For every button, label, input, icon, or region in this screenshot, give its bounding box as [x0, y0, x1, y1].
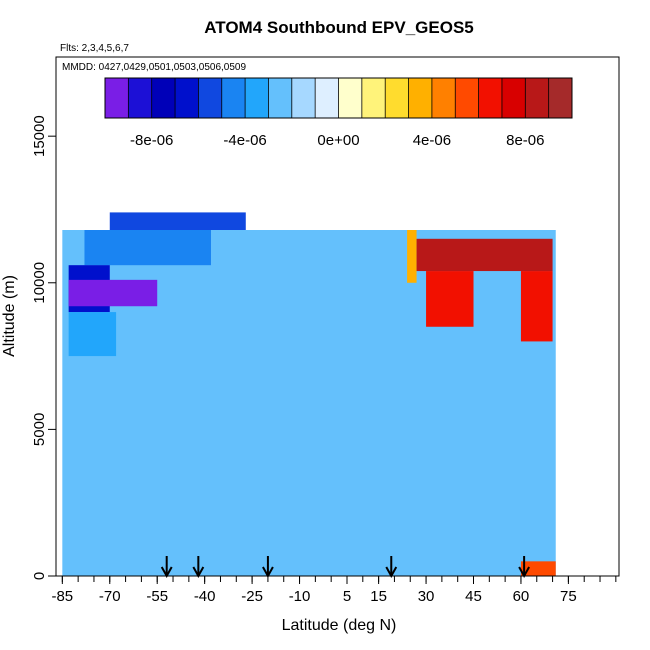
colorbar-swatch — [198, 78, 223, 118]
colorbar-tick-label: 8e-06 — [506, 132, 544, 149]
colorbar-swatch — [548, 78, 573, 118]
y-tick-label: 0 — [31, 572, 48, 580]
colorbar-swatch — [338, 78, 363, 118]
x-tick-label: 30 — [418, 588, 435, 605]
heatmap-layer — [62, 212, 556, 576]
heatmap-region-southern-core — [68, 279, 158, 307]
colorbar-swatch — [221, 78, 246, 118]
dates-subtitle: MMDD: 0427,0429,0501,0503,0506,0509 — [62, 62, 246, 73]
colorbar-swatch — [268, 78, 293, 118]
colorbar-frame — [104, 77, 573, 119]
colorbar-swatch — [128, 78, 153, 118]
y-tick-label: 5000 — [31, 413, 48, 446]
plot-frame — [55, 56, 620, 577]
x-tick-label: 75 — [560, 588, 577, 605]
colorbar-swatch — [291, 78, 316, 118]
flights-subtitle: Flts: 2,3,4,5,6,7 — [60, 43, 129, 54]
y-axis: 0 5000 10000 15000 — [31, 115, 56, 580]
colorbar-tick-label: -8e-06 — [130, 132, 173, 149]
heatmap-region-northern-upper — [416, 238, 553, 272]
x-axis: -85 -70 -55 -40 -25 -10 5 15 30 45 60 75 — [51, 576, 617, 605]
heatmap-region-northern-edge — [407, 230, 417, 283]
heatmap-region-northern-surface — [520, 561, 556, 576]
y-axis-label: Altitude (m) — [1, 275, 18, 357]
heatmap-region-northern-lower — [426, 271, 474, 327]
colorbar-swatch — [315, 78, 339, 118]
colorbar-swatch — [245, 78, 269, 118]
colorbar-swatch — [361, 78, 386, 118]
colorbar-swatch — [408, 78, 433, 118]
colorbar-swatch — [105, 78, 129, 118]
x-tick-label: -85 — [51, 588, 73, 605]
x-tick-label: -10 — [289, 588, 311, 605]
x-tick-label: -70 — [99, 588, 121, 605]
colorbar-tick-label: -4e-06 — [223, 132, 266, 149]
colorbar-tick-label: 4e-06 — [413, 132, 451, 149]
colorbar-swatch — [525, 78, 550, 118]
y-tick-label: 10000 — [31, 262, 48, 304]
colorbar-labels: -8e-06 -4e-06 0e+00 4e-06 8e-06 — [130, 132, 544, 149]
heatmap-region-northern-lower-2 — [520, 271, 553, 342]
x-tick-label: 15 — [370, 588, 387, 605]
y-tick-label: 15000 — [31, 115, 48, 157]
x-tick-label: -25 — [241, 588, 263, 605]
chart-title: ATOM4 Southbound EPV_GEOS5 — [204, 18, 474, 37]
colorbar-swatch — [385, 78, 410, 118]
colorbar-tick-label: 0e+00 — [317, 132, 359, 149]
x-tick-label: -40 — [194, 588, 216, 605]
x-tick-label: 60 — [513, 588, 530, 605]
x-tick-label: 5 — [343, 588, 351, 605]
colorbar-swatch — [501, 78, 526, 118]
colorbar-swatch — [175, 78, 199, 118]
x-tick-label: 45 — [465, 588, 482, 605]
colorbar — [105, 78, 573, 118]
colorbar-swatch — [151, 78, 176, 118]
colorbar-swatch — [455, 78, 480, 118]
x-tick-label: -55 — [146, 588, 168, 605]
colorbar-swatch — [431, 78, 456, 118]
heatmap-region-southern-upper-2 — [109, 212, 246, 230]
x-axis-label: Latitude (deg N) — [282, 617, 397, 634]
colorbar-swatch — [478, 78, 503, 118]
heatmap-region-southern-mid — [68, 312, 117, 357]
heatmap-region-southern-upper-1 — [84, 230, 211, 266]
